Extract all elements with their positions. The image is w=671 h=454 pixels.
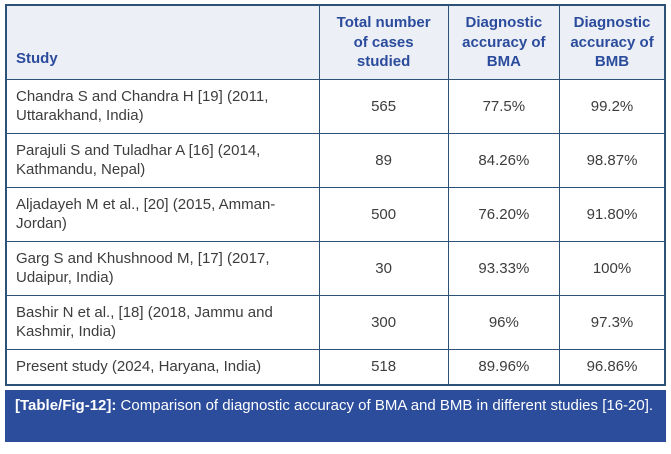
bmb-cell: 99.2% (559, 78, 666, 134)
bma-cell: 84.26% (447, 132, 561, 188)
cases-cell: 30 (318, 240, 449, 296)
table-row: Garg S and Khushnood M, [17] (2017, Udai… (5, 240, 666, 296)
header-bma-accuracy: Diagnostic accuracy of BMA (447, 4, 561, 80)
table-body: Chandra S and Chandra H [19] (2011, Utta… (5, 78, 666, 386)
bma-cell: 96% (447, 294, 561, 350)
study-cell: Garg S and Khushnood M, [17] (2017, Udai… (5, 240, 320, 296)
study-cell: Bashir N et al., [18] (2018, Jammu and K… (5, 294, 320, 350)
cases-cell: 518 (318, 348, 449, 386)
cases-cell: 300 (318, 294, 449, 350)
cases-cell: 500 (318, 186, 449, 242)
bma-cell: 89.96% (447, 348, 561, 386)
table-row: Parajuli S and Tuladhar A [16] (2014, Ka… (5, 132, 666, 188)
caption-label: [Table/Fig-12]: (15, 397, 117, 414)
cases-cell: 565 (318, 78, 449, 134)
header-row: Study Total number of cases studied Diag… (5, 4, 666, 80)
table-row: Present study (2024, Haryana, India) 518… (5, 348, 666, 386)
bma-cell: 77.5% (447, 78, 561, 134)
caption-text: Comparison of diagnostic accuracy of BMA… (116, 397, 654, 414)
table-row: Chandra S and Chandra H [19] (2011, Utta… (5, 78, 666, 134)
study-cell: Chandra S and Chandra H [19] (2011, Utta… (5, 78, 320, 134)
bmb-cell: 91.80% (559, 186, 666, 242)
table-row: Bashir N et al., [18] (2018, Jammu and K… (5, 294, 666, 350)
table-row: Aljadayeh M et al., [20] (2015, Amman-Jo… (5, 186, 666, 242)
header-bmb-accuracy: Diagnostic accuracy of BMB (559, 4, 666, 80)
header-study: Study (5, 4, 320, 80)
table-header: Study Total number of cases studied Diag… (5, 4, 666, 80)
study-cell: Present study (2024, Haryana, India) (5, 348, 320, 386)
header-total-cases: Total number of cases studied (318, 4, 449, 80)
cases-cell: 89 (318, 132, 449, 188)
study-cell: Aljadayeh M et al., [20] (2015, Amman-Jo… (5, 186, 320, 242)
bmb-cell: 96.86% (559, 348, 666, 386)
figure-caption: [Table/Fig-12]: Comparison of diagnostic… (5, 390, 666, 442)
bmb-cell: 100% (559, 240, 666, 296)
bmb-cell: 98.87% (559, 132, 666, 188)
study-cell: Parajuli S and Tuladhar A [16] (2014, Ka… (5, 132, 320, 188)
bmb-cell: 97.3% (559, 294, 666, 350)
comparison-table: Study Total number of cases studied Diag… (5, 4, 666, 386)
bma-cell: 93.33% (447, 240, 561, 296)
bma-cell: 76.20% (447, 186, 561, 242)
